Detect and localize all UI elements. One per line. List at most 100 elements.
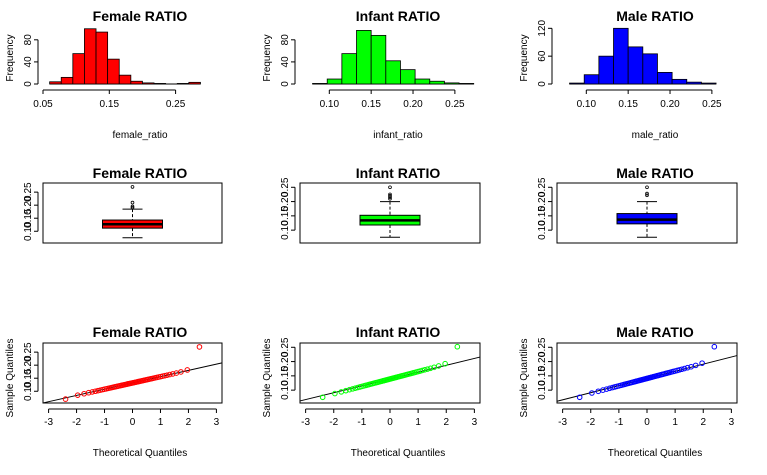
y-tick-label: 0.15 xyxy=(537,366,548,386)
histogram-bar xyxy=(326,78,343,85)
y-tick-label: 0.15 xyxy=(23,208,34,228)
qq-point xyxy=(435,363,442,369)
y-tick-label: 0.10 xyxy=(537,380,548,400)
y-tick-label: 40 xyxy=(280,56,291,68)
qq-point xyxy=(454,343,461,350)
y-tick-label: 40 xyxy=(23,56,34,68)
x-tick-label: -1 xyxy=(357,417,366,428)
y-tick-label: 0.20 xyxy=(537,351,548,371)
outlier-point xyxy=(130,205,135,210)
qq-point xyxy=(711,343,718,350)
x-tick-label: 1 xyxy=(672,417,678,428)
chart-title: Male RATIO xyxy=(616,8,694,24)
qq-point xyxy=(92,388,99,395)
qq-point xyxy=(678,366,685,373)
x-tick-label: 2 xyxy=(700,417,706,428)
histogram-plot-area: 0.10 0.15 0.20 0.25 0 60 120 xyxy=(537,20,722,110)
qq-point xyxy=(184,367,191,373)
histogram-bar xyxy=(657,72,673,85)
qqplot-plot-area: -3 -2 -1 0 1 2 3 0.100.150.200.25 xyxy=(23,342,223,428)
x-tick-label: 0.15 xyxy=(361,99,381,110)
histogram-bar xyxy=(444,82,460,85)
qq-point xyxy=(319,394,326,401)
chart-title: Infant RATIO xyxy=(356,165,441,181)
y-tick-label: 0.25 xyxy=(280,177,291,197)
qq-point xyxy=(89,389,96,395)
plot-frame xyxy=(556,342,738,404)
x-tick-label: 0.10 xyxy=(320,99,340,110)
histogram-bar xyxy=(153,83,167,85)
boxplot-male: Male RATIO xyxy=(616,165,694,181)
chart-title: Infant RATIO xyxy=(356,8,441,24)
y-tick-label: 0.25 xyxy=(23,342,34,362)
x-tick-label: -3 xyxy=(301,417,310,428)
y-tick-label: 0.20 xyxy=(280,351,291,371)
x-tick-label: 0.05 xyxy=(33,99,53,110)
plot-frame xyxy=(42,342,223,404)
histogram-female: Female RATIO female_ratio Frequency xyxy=(5,8,187,141)
chart-title: Infant RATIO xyxy=(356,324,441,340)
plot-frame xyxy=(42,182,223,244)
outlier-point xyxy=(388,185,392,190)
outlier-point xyxy=(130,185,135,189)
qq-point xyxy=(338,389,345,395)
outlier-point xyxy=(130,200,135,205)
qq-point xyxy=(349,386,356,392)
histogram-bar xyxy=(60,76,74,85)
histogram-bar xyxy=(95,31,109,85)
x-tick-label: -2 xyxy=(329,417,338,428)
x-tick-label: 3 xyxy=(729,417,735,428)
histogram-bar xyxy=(118,74,132,85)
qq-point xyxy=(442,360,448,367)
x-axis-label: female_ratio xyxy=(112,130,167,141)
y-axis-label: Sample Quantiles xyxy=(5,339,16,418)
histogram-bar xyxy=(341,53,357,85)
histogram-bar xyxy=(686,81,702,85)
histogram-bar xyxy=(429,80,445,85)
qq-point xyxy=(589,390,595,396)
y-tick-label: 80 xyxy=(23,34,34,46)
y-tick-label: 80 xyxy=(280,34,291,46)
x-tick-label: 3 xyxy=(214,417,220,428)
histogram-bar xyxy=(370,34,387,85)
boxplot-infant: Infant RATIO xyxy=(356,165,441,181)
histogram-bar xyxy=(72,53,85,85)
y-axis-label: Frequency xyxy=(262,34,273,81)
boxplot-plot-area: 0.100.150.200.25 xyxy=(280,177,481,244)
qq-point xyxy=(85,389,92,396)
qq-point xyxy=(699,360,705,366)
x-axis-label: male_ratio xyxy=(632,130,679,141)
histogram-bar xyxy=(414,78,431,85)
x-axis-label: Theoretical Quantiles xyxy=(93,448,188,459)
histogram-plot-area: 0.10 0.15 0.20 0.25 0 40 80 xyxy=(280,30,475,110)
histogram-bar xyxy=(107,58,120,85)
qq-point xyxy=(676,367,683,373)
histogram-plot-area: 0.05 0.15 0.25 0 40 80 xyxy=(23,28,201,110)
y-tick-label: 0 xyxy=(537,81,548,87)
y-tick-label: 0.10 xyxy=(280,380,291,400)
y-tick-label: 120 xyxy=(537,20,548,37)
qqplot-female: Female RATIO Theoretical Quantiles Sampl… xyxy=(5,324,187,459)
y-tick-label: 0.20 xyxy=(280,191,291,211)
qqplot-male: Male RATIO Theoretical Quantiles Sample … xyxy=(519,324,702,459)
qqplot-plot-area: -3 -2 -1 0 1 2 3 0.100.150.200.25 xyxy=(280,337,481,428)
qq-point xyxy=(343,387,349,394)
y-tick-label: 0 xyxy=(280,81,291,87)
qq-point xyxy=(600,387,606,393)
y-tick-label: 60 xyxy=(537,50,548,62)
x-tick-label: 2 xyxy=(186,417,192,428)
qq-point xyxy=(421,367,428,373)
x-tick-label: 0.10 xyxy=(577,99,597,110)
qq-reference-line xyxy=(299,356,481,402)
x-tick-label: 0 xyxy=(387,417,393,428)
x-tick-label: 0.15 xyxy=(100,99,120,110)
y-tick-label: 0.20 xyxy=(23,355,34,375)
qq-point xyxy=(178,369,184,375)
histogram-bar xyxy=(142,82,155,85)
boxplot-plot-area: 0.100.150.200.25 xyxy=(537,177,738,244)
y-axis-label: Sample Quantiles xyxy=(519,339,530,418)
boxplot-female: Female RATIO xyxy=(93,165,188,181)
y-tick-label: 0.15 xyxy=(537,206,548,226)
x-axis-label: infant_ratio xyxy=(373,130,423,141)
x-tick-label: 1 xyxy=(415,417,421,428)
